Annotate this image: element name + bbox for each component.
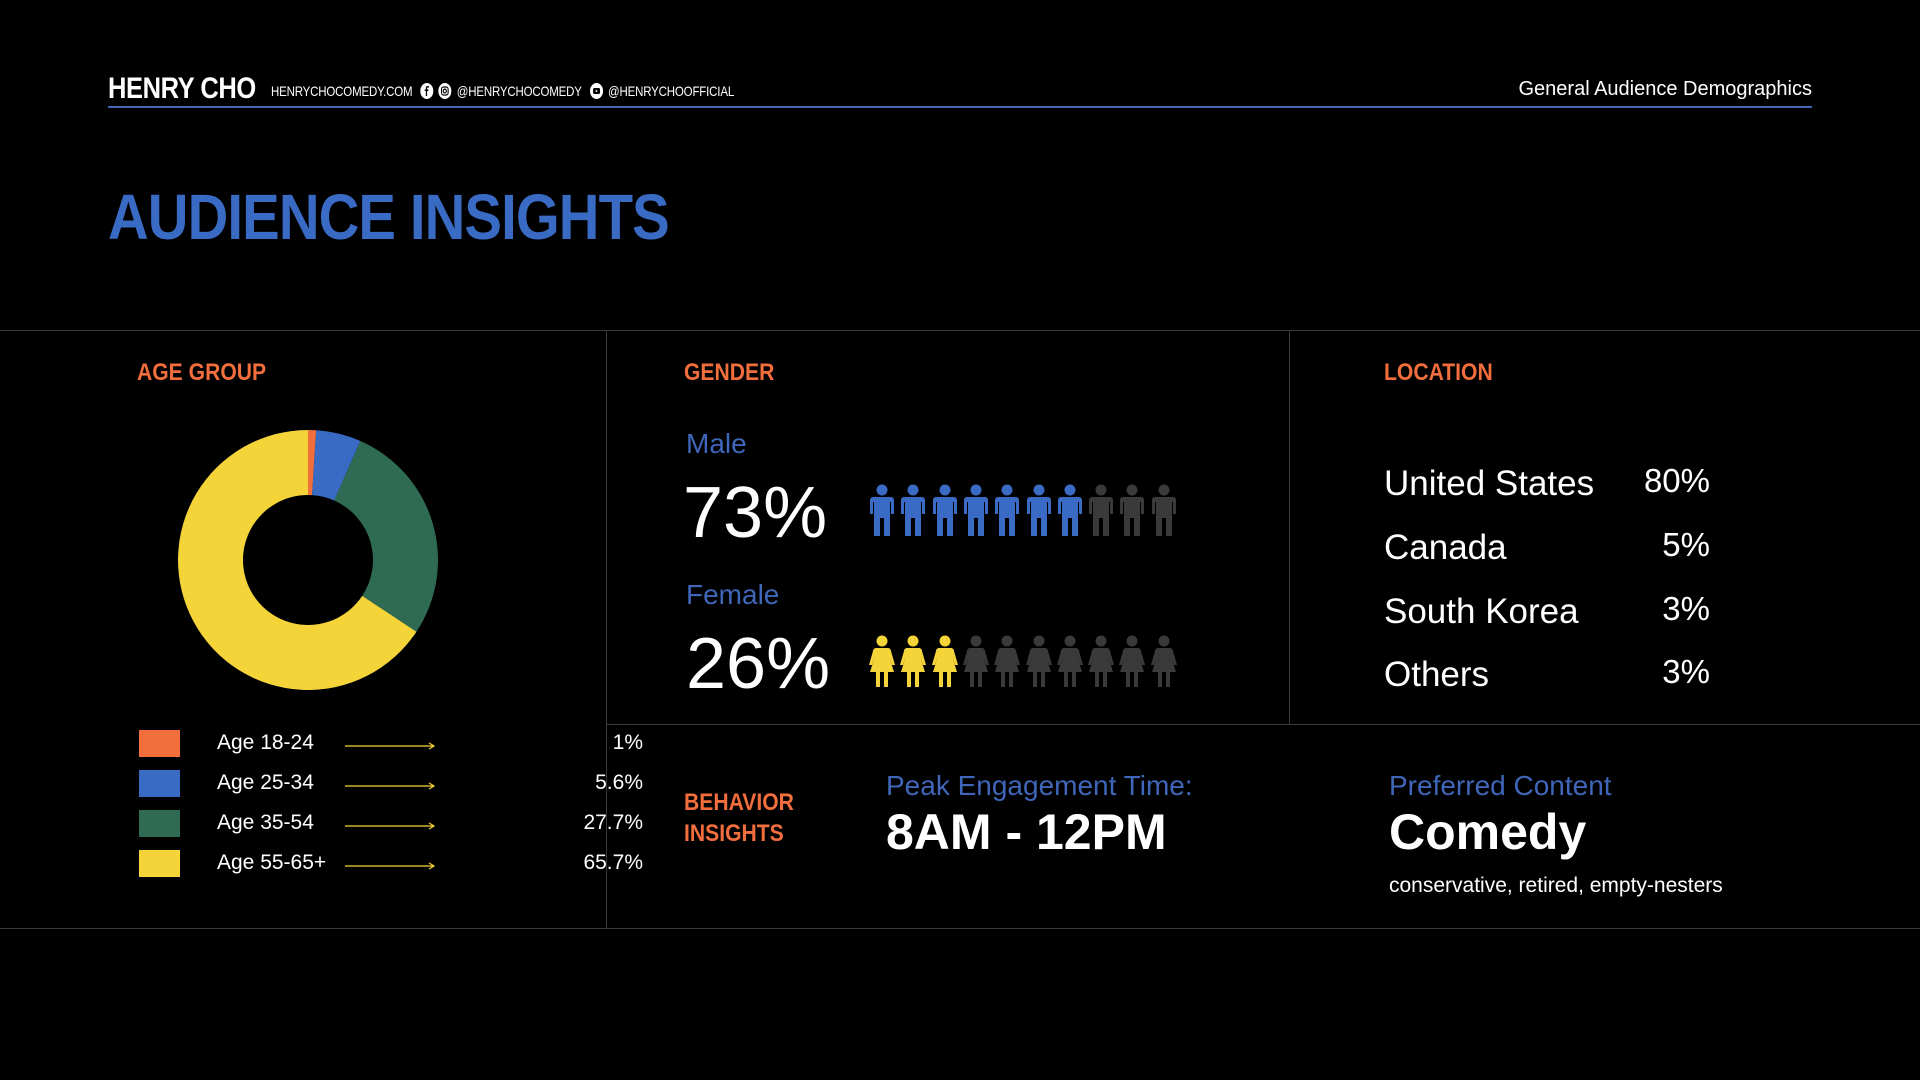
page-title: AUDIENCE INSIGHTS <box>108 181 670 253</box>
male-percentage: 73% <box>683 473 828 553</box>
male-person-icon <box>868 484 896 543</box>
preferred-content-label: Preferred Content <box>1389 770 1612 801</box>
female-label: Female <box>686 579 780 610</box>
grid-line-bottom <box>0 928 1920 929</box>
arrow-right-icon <box>345 782 436 790</box>
legend-item: Age 18-24 1% <box>139 728 643 758</box>
gender-label: GENDER <box>684 359 775 386</box>
location-value: 3% <box>1662 590 1710 627</box>
legend-label: Age 35-54 <box>217 811 314 834</box>
female-person-icon <box>1150 635 1178 694</box>
peak-engagement-value: 8AM - 12PM <box>886 804 1167 860</box>
legend-swatch <box>139 769 180 797</box>
legend-value: 27.7% <box>583 811 643 834</box>
age-group-label: AGE GROUP <box>137 359 267 386</box>
male-person-icon <box>1056 484 1084 543</box>
peak-engagement-label: Peak Engagement Time: <box>886 770 1193 801</box>
legend-label: Age 18-24 <box>217 731 314 754</box>
male-person-icon <box>962 484 990 543</box>
donut-slice <box>312 430 361 501</box>
location-label: LOCATION <box>1384 359 1493 386</box>
legend-value: 5.6% <box>595 771 643 794</box>
male-person-icon <box>899 484 927 543</box>
legend-swatch <box>139 849 180 877</box>
grid-divider-right <box>1289 330 1290 724</box>
youtube-icon[interactable] <box>589 83 604 99</box>
donut-slice <box>177 430 417 690</box>
legend-item: Age 55-65+ 65.7% <box>139 848 643 878</box>
grid-line-middle <box>607 724 1920 725</box>
location-name: Others <box>1384 655 1490 694</box>
donut-slice <box>308 430 317 496</box>
arrow-right-icon <box>345 862 436 870</box>
legend-swatch <box>139 729 180 757</box>
grid-divider-left <box>606 330 607 928</box>
female-percentage: 26% <box>686 624 831 704</box>
male-label: Male <box>686 428 747 459</box>
arrow-right-icon <box>345 822 436 830</box>
preferred-content-value: Comedy <box>1389 804 1587 860</box>
header-divider <box>108 106 1812 108</box>
legend-swatch <box>139 809 180 837</box>
female-person-icon <box>1087 635 1115 694</box>
female-person-icon <box>962 635 990 694</box>
legend-value: 1% <box>612 731 643 754</box>
grid-line-top <box>0 330 1920 331</box>
legend-item: Age 25-34 5.6% <box>139 768 643 798</box>
male-person-icon <box>1087 484 1115 543</box>
legend-value: 65.7% <box>583 851 643 874</box>
female-person-icon <box>931 635 959 694</box>
location-value: 5% <box>1662 526 1710 563</box>
legend-item: Age 35-54 27.7% <box>139 808 643 838</box>
male-person-icon <box>1150 484 1178 543</box>
preferred-content-note: conservative, retired, empty-nesters <box>1389 874 1723 897</box>
legend-label: Age 25-34 <box>217 771 314 794</box>
female-person-icon <box>868 635 896 694</box>
behavior-label-line2: INSIGHTS <box>684 820 784 847</box>
header-subtitle: General Audience Demographics <box>1518 78 1812 100</box>
female-person-icon <box>899 635 927 694</box>
donut-slice <box>334 441 439 632</box>
social-links: HENRYCHOCOMEDY.COM @HENRYCHOCOMEDY @HENR… <box>271 83 734 99</box>
arrow-right-icon <box>345 742 436 750</box>
male-person-icon <box>1025 484 1053 543</box>
male-person-icon <box>1118 484 1146 543</box>
facebook-icon[interactable] <box>420 83 434 99</box>
brand-name: HENRY CHO <box>108 72 256 105</box>
instagram-handle[interactable]: @HENRYCHOCOMEDY <box>456 83 582 99</box>
age-donut-chart <box>177 430 439 690</box>
male-person-icon <box>993 484 1021 543</box>
female-person-icon <box>1025 635 1053 694</box>
location-value: 80% <box>1643 462 1710 499</box>
female-person-icon <box>1056 635 1084 694</box>
website-link[interactable]: HENRYCHOCOMEDY.COM <box>271 83 413 99</box>
female-person-icon <box>1118 635 1146 694</box>
youtube-handle[interactable]: @HENRYCHOOFFICIAL <box>608 83 735 99</box>
location-name: United States <box>1384 464 1595 503</box>
location-value: 3% <box>1662 653 1710 690</box>
instagram-icon[interactable] <box>438 83 452 99</box>
behavior-label-line1: BEHAVIOR <box>684 789 794 816</box>
male-person-icon <box>931 484 959 543</box>
location-name: Canada <box>1384 528 1507 567</box>
legend-label: Age 55-65+ <box>217 851 327 874</box>
location-name: South Korea <box>1384 592 1579 631</box>
female-person-icon <box>993 635 1021 694</box>
